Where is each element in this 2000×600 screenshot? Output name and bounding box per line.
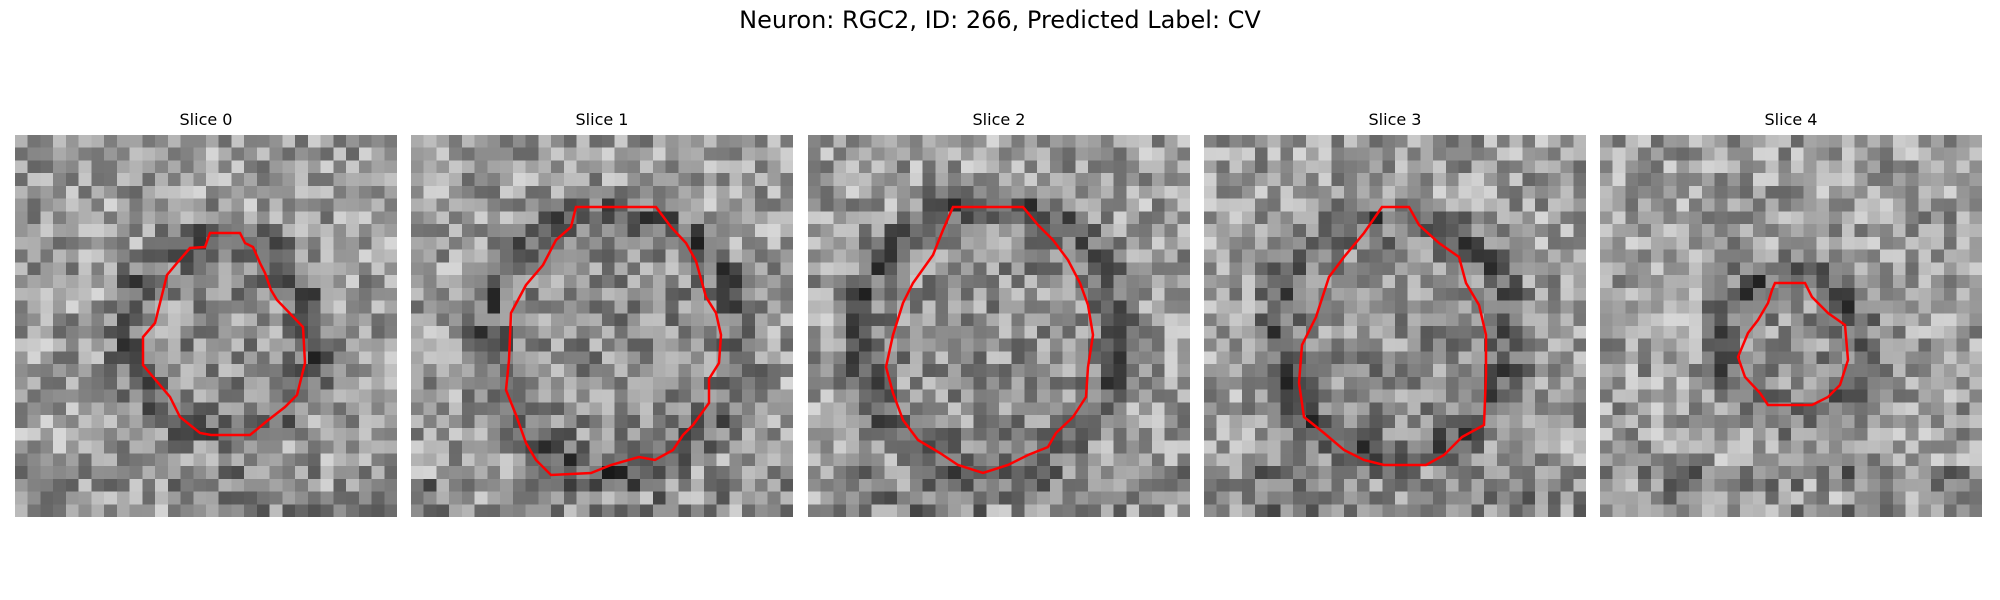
slice-panel-1: Slice 1	[411, 108, 793, 517]
slice-image	[808, 135, 1190, 517]
slice-panel-2: Slice 2	[808, 108, 1190, 517]
slice-panel-3: Slice 3	[1204, 108, 1586, 517]
slice-image	[15, 135, 397, 517]
neuron-contour	[141, 231, 307, 437]
microscopy-pixels	[411, 135, 793, 517]
neuron-contour	[1736, 281, 1850, 407]
neuron-contour	[504, 205, 723, 477]
microscopy-pixels	[808, 135, 1190, 517]
slice-title: Slice 4	[1764, 110, 1818, 129]
microscopy-pixels	[1600, 135, 1982, 517]
slice-title: Slice 3	[1368, 110, 1422, 129]
slice-image	[1600, 135, 1982, 517]
microscopy-pixels	[15, 135, 397, 517]
figure-title: Neuron: RGC2, ID: 266, Predicted Label: …	[739, 6, 1261, 34]
neuron-contour	[1297, 205, 1488, 467]
slice-title: Slice 2	[972, 110, 1026, 129]
slice-panel-4: Slice 4	[1600, 108, 1982, 517]
slice-panel-0: Slice 0	[15, 108, 397, 517]
slice-image	[411, 135, 793, 517]
neuron-contour	[884, 205, 1095, 475]
slice-title: Slice 0	[179, 110, 233, 129]
microscopy-pixels	[1204, 135, 1586, 517]
slice-image	[1204, 135, 1586, 517]
slice-title: Slice 1	[575, 110, 629, 129]
